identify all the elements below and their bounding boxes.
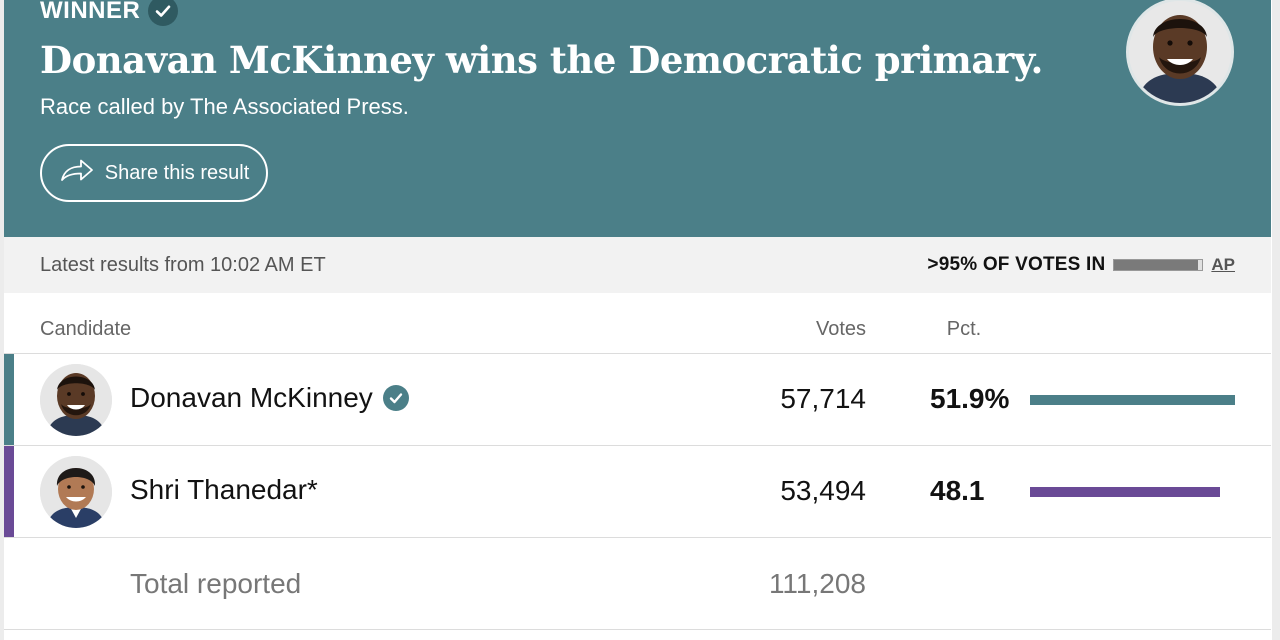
votes-in-indicator: >95% OF VOTES IN AP — [927, 254, 1235, 276]
divider — [4, 445, 1271, 446]
page-frame-right — [1272, 0, 1280, 640]
candidate-pct-bar — [1030, 487, 1235, 497]
race-called-note: Race called by The Associated Press. — [40, 94, 409, 119]
winner-label: WINNER — [40, 0, 141, 24]
votes-in-label: >95% OF VOTES IN — [927, 254, 1106, 275]
ap-source-link[interactable]: AP — [1211, 255, 1235, 274]
candidate-pct: 48.1 — [930, 475, 985, 506]
divider — [4, 353, 1271, 354]
candidate-pct: 51.9% — [930, 383, 1010, 414]
latest-results-time: Latest results from 10:02 AM ET — [40, 253, 326, 276]
headline: Donavan McKinney wins the Democratic pri… — [40, 38, 1043, 82]
total-reported-votes: 111,208 — [768, 568, 866, 599]
share-button-label: Share this result — [104, 161, 250, 184]
winner-row: WINNER — [40, 0, 179, 26]
candidate-color-accent — [4, 354, 14, 445]
share-result-button[interactable]: Share this result — [40, 144, 268, 202]
page-frame-left — [0, 0, 4, 640]
checkmark-icon — [148, 0, 179, 26]
share-arrow-icon — [59, 157, 95, 189]
checkmark-badge-icon — [382, 385, 409, 411]
column-header-candidate: Candidate — [40, 318, 132, 340]
candidate-color-accent — [4, 446, 14, 537]
votes-in-progress-fill — [1114, 260, 1198, 270]
candidate-name-text: Donavan McKinney — [130, 382, 373, 413]
column-header-pct: Pct. — [946, 318, 982, 340]
column-header-votes: Votes — [815, 318, 866, 340]
candidate-avatar-mckinney — [40, 364, 112, 436]
total-reported-label: Total reported — [130, 568, 302, 599]
candidate-votes: 57,714 — [780, 383, 866, 414]
divider — [4, 537, 1271, 538]
votes-in-progress-bar — [1113, 259, 1204, 271]
candidate-avatar-thanedar — [40, 456, 112, 528]
winner-banner: WINNER Donavan McKinney wins the Democra… — [4, 0, 1271, 237]
candidate-pct-bar-fill — [1030, 487, 1220, 497]
candidate-name-text: Shri Thanedar* — [130, 474, 318, 505]
candidate-votes: 53,494 — [780, 475, 866, 506]
winner-avatar — [1126, 0, 1234, 106]
candidate-pct-bar — [1030, 395, 1235, 405]
candidate-row-mckinney: Donavan McKinney 57,714 51.9% — [4, 354, 1271, 445]
results-status-bar: Latest results from 10:02 AM ET >95% OF … — [4, 237, 1271, 293]
candidate-name: Shri Thanedar* — [130, 474, 318, 506]
candidate-pct-bar-fill — [1030, 395, 1235, 405]
divider — [4, 629, 1271, 630]
candidate-name: Donavan McKinney — [130, 382, 409, 414]
candidate-row-thanedar: Shri Thanedar* 53,494 48.1 — [4, 446, 1271, 537]
